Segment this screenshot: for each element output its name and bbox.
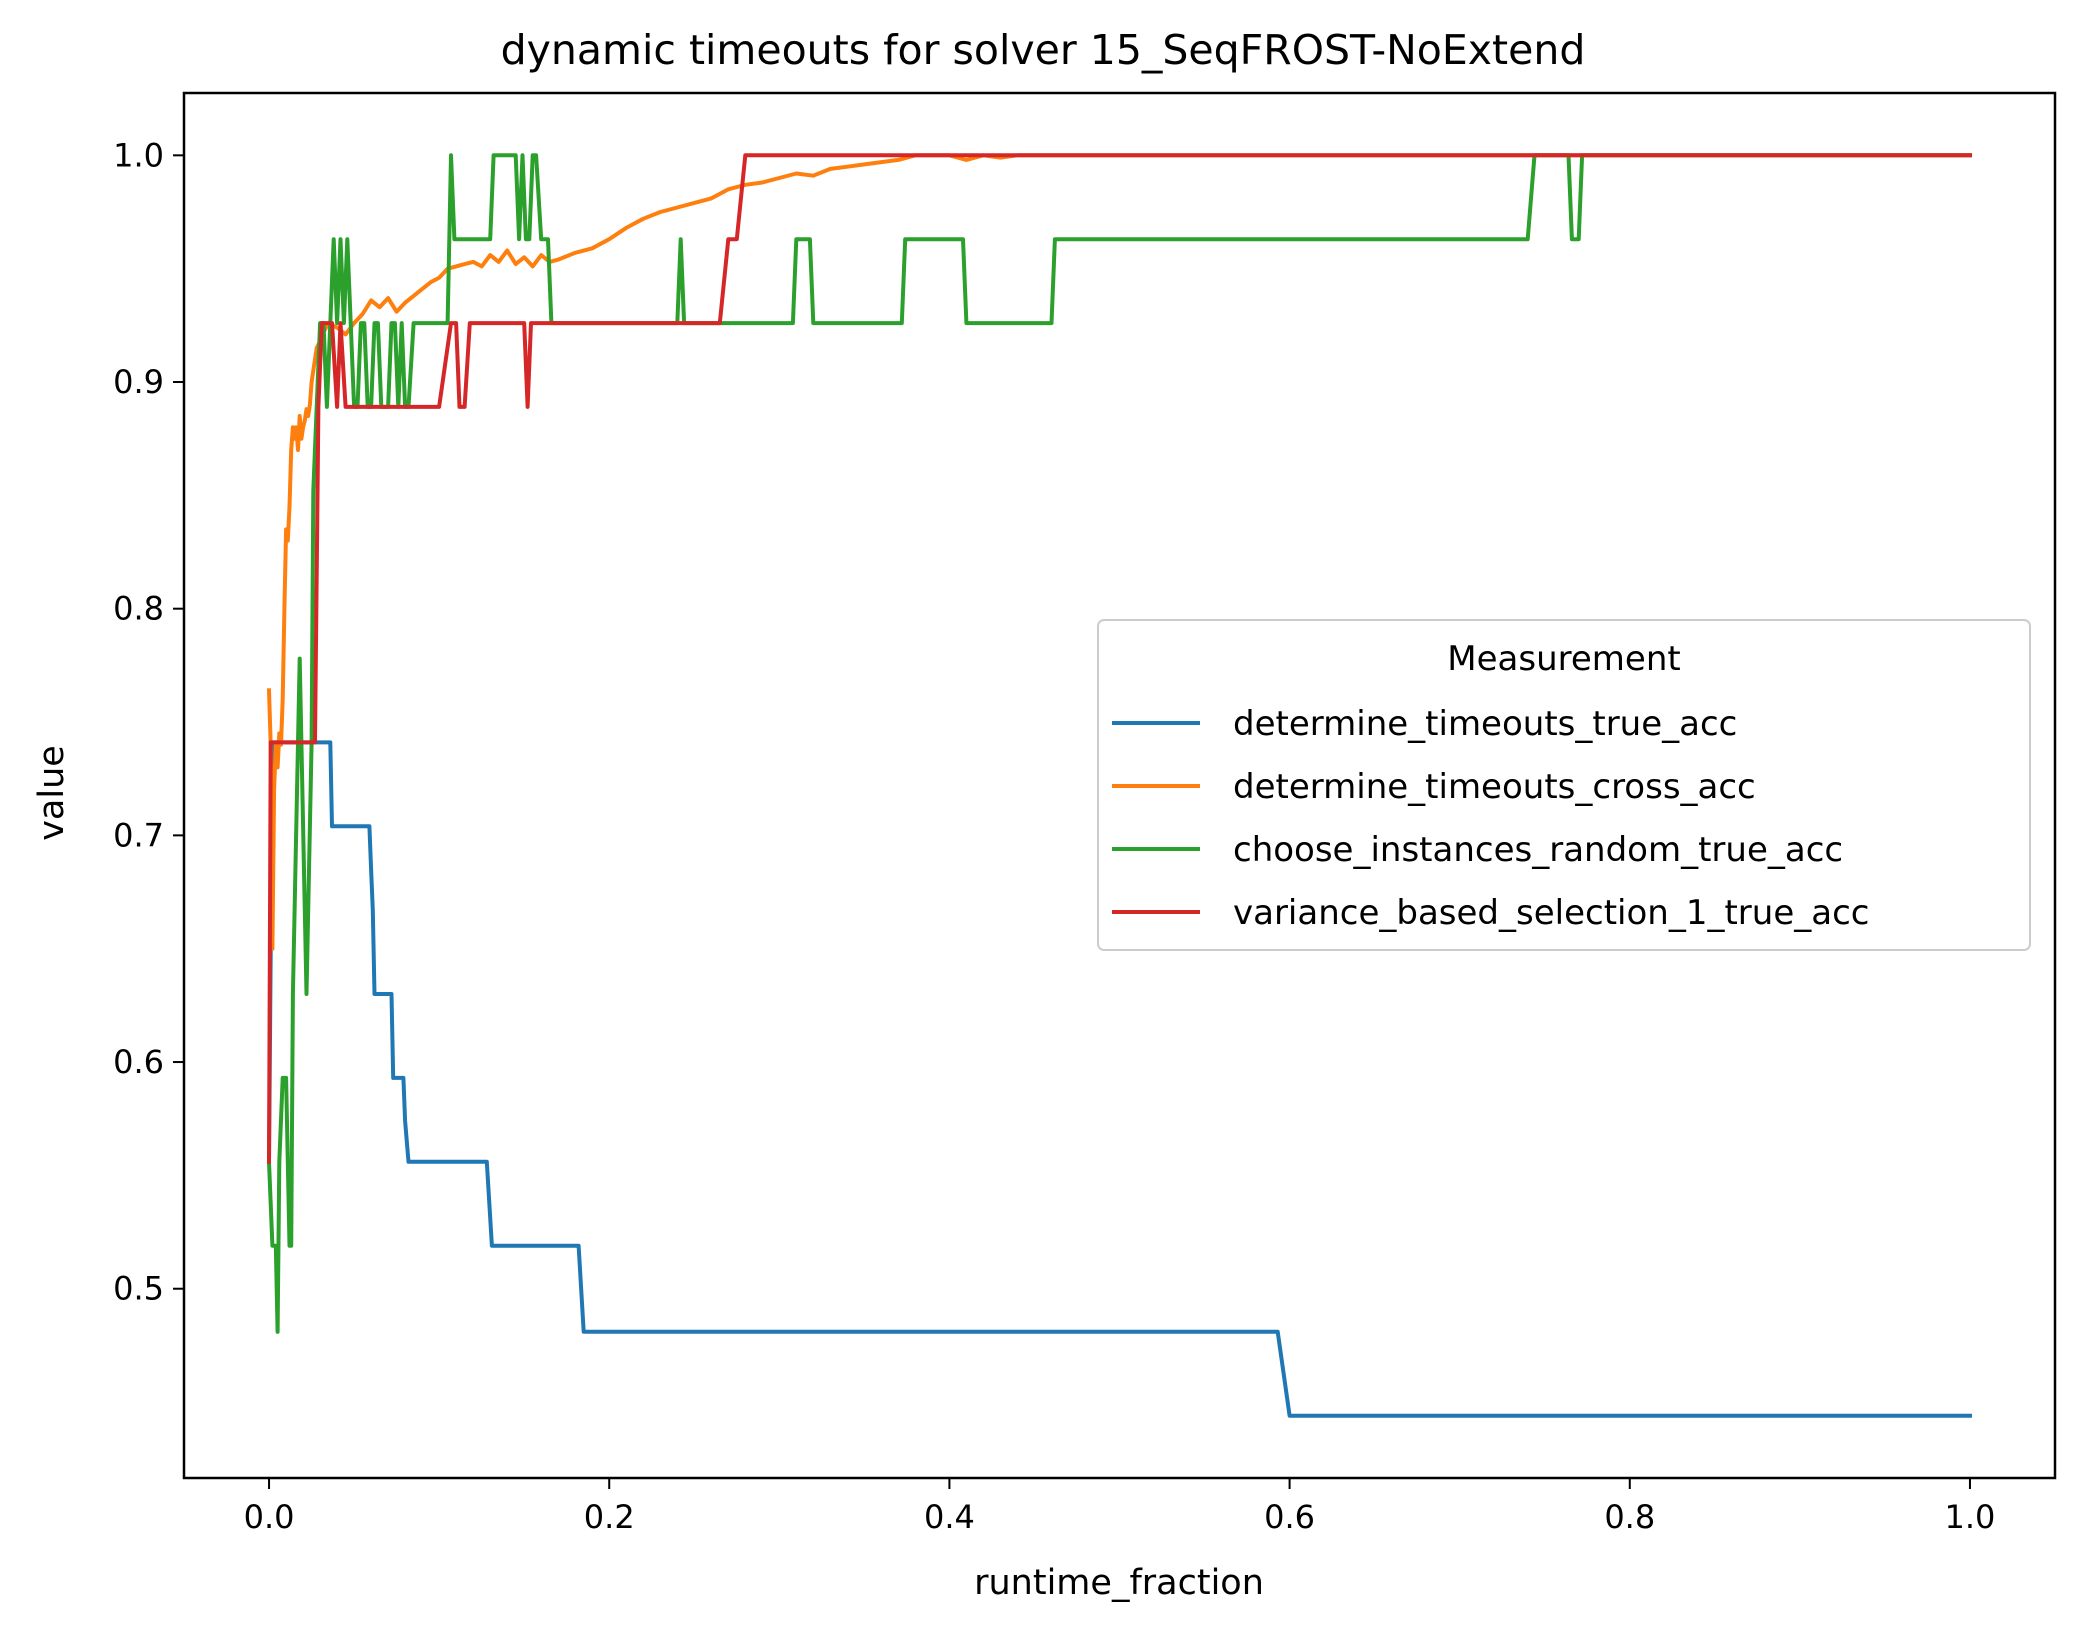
y-axis: 0.5 0.6 0.7 0.8 0.9 1.0 — [113, 136, 184, 1308]
y-axis-label: value — [32, 745, 72, 841]
legend-title: Measurement — [1447, 639, 1680, 679]
plot-frame — [182, 91, 2057, 1480]
y-tick-label: 1.0 — [113, 136, 164, 174]
legend-items: determine_timeouts_true_acc determine_tim… — [1112, 704, 1869, 933]
chart-title: dynamic timeouts for solver 15_SeqFROST-… — [501, 26, 1586, 74]
y-tick-label: 0.8 — [113, 590, 164, 628]
legend-label-3: choose_instances_random_true_acc — [1233, 830, 1843, 870]
y-tick-label: 0.5 — [113, 1270, 164, 1308]
series-line-1 — [266, 740, 1972, 1418]
legend: Measurement determine_timeouts_true_accd… — [1097, 619, 2031, 951]
legend-label-1: determine_timeouts_true_acc — [1233, 704, 1737, 744]
x-tick-label: 1.0 — [1945, 1498, 1996, 1536]
legend-label-2: determine_timeouts_cross_acc — [1233, 767, 1756, 807]
y-tick-label: 0.7 — [113, 816, 164, 854]
y-tick-label: 0.6 — [113, 1043, 164, 1081]
x-axis: 0.0 0.2 0.4 0.6 0.8 1.0 — [244, 1478, 1996, 1536]
legend-box — [1097, 619, 2031, 951]
series-line-2 — [266, 153, 1972, 951]
legend-label-4: variance_based_selection_1_true_acc — [1233, 893, 1869, 933]
x-tick-label: 0.2 — [584, 1498, 635, 1536]
x-tick-label: 0.8 — [1604, 1498, 1655, 1536]
x-axis-label: runtime_fraction — [974, 1563, 1264, 1603]
series-line-4 — [266, 153, 1972, 1164]
x-tick-label: 0.6 — [1264, 1498, 1315, 1536]
plot-lines — [266, 153, 1972, 1418]
y-tick-label: 0.9 — [113, 363, 164, 401]
x-tick-label: 0.4 — [924, 1498, 975, 1536]
x-tick-label: 0.0 — [244, 1498, 295, 1536]
